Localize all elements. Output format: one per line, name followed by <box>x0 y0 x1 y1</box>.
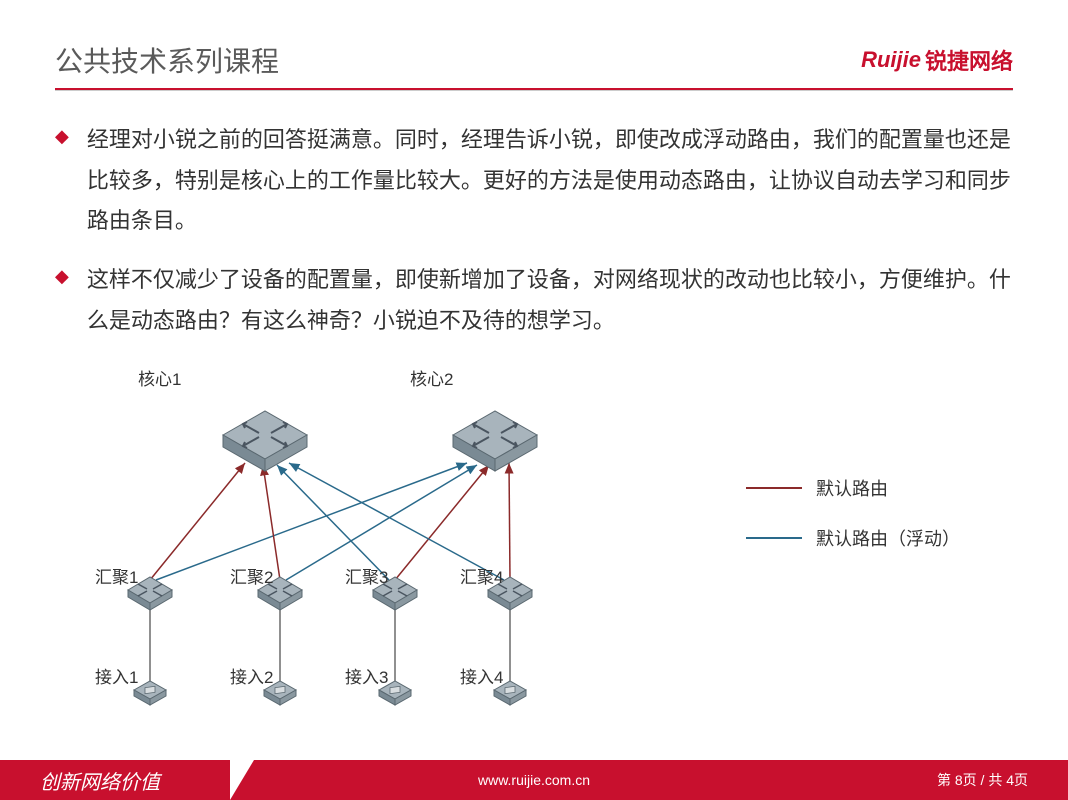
legend-line-default <box>746 487 802 489</box>
network-diagram: 核心1 核心2 汇聚1 汇聚2 汇聚3 汇聚4 接入1 接入2 接入3 接入4 … <box>90 365 960 725</box>
label-agg3: 汇聚3 <box>345 563 388 588</box>
footer-separator <box>230 760 254 800</box>
label-core2: 核心2 <box>410 365 453 390</box>
bullet-icon: ◆ <box>55 260 69 341</box>
label-acc3: 接入3 <box>345 663 388 688</box>
footer-url: www.ruijie.com.cn <box>478 772 590 788</box>
label-agg2: 汇聚2 <box>230 563 273 588</box>
legend-label-default: 默认路由 <box>816 475 888 501</box>
bullet-item: ◆ 经理对小锐之前的回答挺满意。同时，经理告诉小锐，即使改成浮动路由，我们的配置… <box>55 120 1013 242</box>
page-title: 公共技术系列课程 <box>55 40 279 80</box>
bullet-icon: ◆ <box>55 120 69 242</box>
brand-logo: Ruijie 锐捷网络 <box>861 44 1013 76</box>
header-divider <box>55 88 1013 92</box>
logo-cn: 锐捷网络 <box>925 44 1013 76</box>
logo-en: Ruijie <box>861 47 921 73</box>
label-agg1: 汇聚1 <box>95 563 138 588</box>
label-acc4: 接入4 <box>460 663 503 688</box>
bullet-text: 这样不仅减少了设备的配置量，即使新增加了设备，对网络现状的改动也比较小，方便维护… <box>87 260 1013 341</box>
diagram-legend: 默认路由 默认路由（浮动） <box>746 475 960 575</box>
content-area: ◆ 经理对小锐之前的回答挺满意。同时，经理告诉小锐，即使改成浮动路由，我们的配置… <box>55 120 1013 359</box>
footer-bar: 创新网络价值 www.ruijie.com.cn 第 8页 / 共 4页 <box>0 760 1068 800</box>
footer-page: 第 8页 / 共 4页 <box>937 770 1028 790</box>
label-agg4: 汇聚4 <box>460 563 503 588</box>
label-acc2: 接入2 <box>230 663 273 688</box>
legend-line-floating <box>746 537 802 539</box>
footer-slogan: 创新网络价值 <box>40 766 160 795</box>
legend-row-floating: 默认路由（浮动） <box>746 525 960 551</box>
bullet-text: 经理对小锐之前的回答挺满意。同时，经理告诉小锐，即使改成浮动路由，我们的配置量也… <box>87 120 1013 242</box>
legend-row-default: 默认路由 <box>746 475 960 501</box>
label-core1: 核心1 <box>138 365 181 390</box>
legend-label-floating: 默认路由（浮动） <box>816 525 960 551</box>
label-acc1: 接入1 <box>95 663 138 688</box>
bullet-item: ◆ 这样不仅减少了设备的配置量，即使新增加了设备，对网络现状的改动也比较小，方便… <box>55 260 1013 341</box>
diagram-svg <box>90 365 710 725</box>
